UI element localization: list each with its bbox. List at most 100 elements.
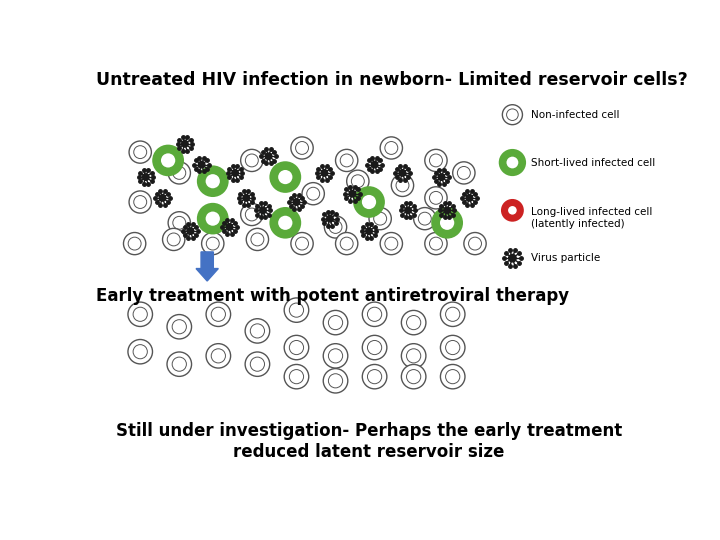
Ellipse shape <box>385 237 397 250</box>
Ellipse shape <box>401 364 426 389</box>
Ellipse shape <box>153 146 183 175</box>
Ellipse shape <box>211 349 225 363</box>
Ellipse shape <box>284 335 309 360</box>
Ellipse shape <box>243 194 250 201</box>
Ellipse shape <box>260 207 266 214</box>
Ellipse shape <box>446 307 460 321</box>
Ellipse shape <box>441 302 465 327</box>
Ellipse shape <box>405 207 411 214</box>
Ellipse shape <box>413 207 436 230</box>
Ellipse shape <box>505 156 519 169</box>
Ellipse shape <box>159 194 166 201</box>
Ellipse shape <box>323 369 348 393</box>
Ellipse shape <box>367 307 382 321</box>
Ellipse shape <box>327 215 333 222</box>
Ellipse shape <box>251 324 264 338</box>
Ellipse shape <box>240 204 263 226</box>
Ellipse shape <box>362 302 387 327</box>
Ellipse shape <box>362 335 387 360</box>
Text: Virus particle: Virus particle <box>531 253 600 263</box>
Ellipse shape <box>466 194 473 201</box>
Ellipse shape <box>167 233 180 246</box>
Ellipse shape <box>202 233 224 255</box>
Ellipse shape <box>362 364 387 389</box>
Ellipse shape <box>307 187 320 200</box>
Ellipse shape <box>329 220 342 233</box>
Ellipse shape <box>134 195 147 208</box>
Ellipse shape <box>336 233 358 255</box>
Ellipse shape <box>128 237 141 250</box>
Ellipse shape <box>446 340 460 355</box>
Ellipse shape <box>187 228 194 234</box>
Ellipse shape <box>441 335 465 360</box>
Ellipse shape <box>198 161 205 168</box>
Ellipse shape <box>503 200 523 220</box>
Ellipse shape <box>401 310 426 335</box>
Ellipse shape <box>172 357 186 372</box>
Ellipse shape <box>341 154 353 167</box>
Ellipse shape <box>508 254 516 262</box>
Ellipse shape <box>204 211 221 227</box>
Ellipse shape <box>425 187 447 209</box>
Ellipse shape <box>163 228 185 251</box>
Ellipse shape <box>507 109 518 120</box>
Ellipse shape <box>302 183 325 205</box>
Ellipse shape <box>508 205 518 215</box>
Ellipse shape <box>367 369 382 384</box>
Ellipse shape <box>430 237 442 250</box>
Ellipse shape <box>349 191 356 197</box>
Ellipse shape <box>374 212 387 225</box>
Ellipse shape <box>271 163 300 192</box>
Text: Still under investigation- Perhaps the early treatment
reduced latent reservoir : Still under investigation- Perhaps the e… <box>116 422 622 461</box>
Ellipse shape <box>232 170 238 176</box>
Ellipse shape <box>328 315 343 330</box>
Ellipse shape <box>289 369 304 384</box>
Ellipse shape <box>323 310 348 335</box>
Ellipse shape <box>407 349 420 363</box>
Ellipse shape <box>204 173 221 189</box>
Ellipse shape <box>265 153 272 159</box>
Ellipse shape <box>444 207 451 214</box>
Ellipse shape <box>328 374 343 388</box>
Text: Long-lived infected cell
(latently infected): Long-lived infected cell (latently infec… <box>531 207 652 229</box>
Ellipse shape <box>245 319 270 343</box>
Ellipse shape <box>296 141 308 154</box>
Ellipse shape <box>277 215 293 231</box>
Ellipse shape <box>341 237 353 250</box>
Ellipse shape <box>433 208 462 237</box>
Ellipse shape <box>129 141 151 163</box>
Ellipse shape <box>271 208 300 237</box>
Ellipse shape <box>173 217 186 230</box>
Ellipse shape <box>198 167 228 195</box>
Ellipse shape <box>407 315 420 330</box>
Text: Early treatment with potent antiretroviral therapy: Early treatment with potent antiretrovir… <box>96 287 569 305</box>
Ellipse shape <box>206 302 230 327</box>
Ellipse shape <box>346 170 369 192</box>
Ellipse shape <box>425 150 447 172</box>
Ellipse shape <box>323 343 348 368</box>
Ellipse shape <box>124 233 145 255</box>
Ellipse shape <box>399 170 406 176</box>
Ellipse shape <box>246 228 269 251</box>
Ellipse shape <box>134 146 147 159</box>
Ellipse shape <box>367 340 382 355</box>
Ellipse shape <box>336 150 358 172</box>
Ellipse shape <box>128 340 153 364</box>
Ellipse shape <box>207 237 219 250</box>
Ellipse shape <box>453 162 475 184</box>
Ellipse shape <box>464 233 486 255</box>
Ellipse shape <box>143 174 149 180</box>
Ellipse shape <box>133 345 148 359</box>
Ellipse shape <box>246 154 258 167</box>
Ellipse shape <box>289 340 304 355</box>
Ellipse shape <box>439 215 455 231</box>
Ellipse shape <box>418 212 431 225</box>
Ellipse shape <box>168 162 190 184</box>
Ellipse shape <box>133 307 148 321</box>
Ellipse shape <box>380 233 402 255</box>
Ellipse shape <box>128 302 153 327</box>
Ellipse shape <box>321 170 328 176</box>
Polygon shape <box>196 252 218 281</box>
Ellipse shape <box>441 364 465 389</box>
Ellipse shape <box>430 191 442 204</box>
